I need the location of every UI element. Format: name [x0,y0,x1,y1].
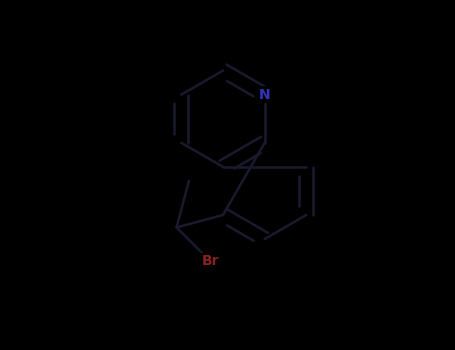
Text: N: N [259,88,270,102]
Text: Br: Br [202,254,219,268]
